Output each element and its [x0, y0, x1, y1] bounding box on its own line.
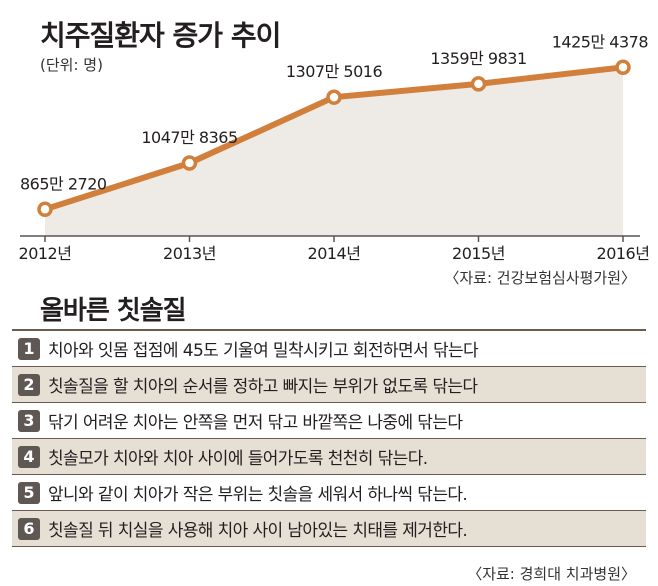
tip-row-4: 4 칫솔모가 치아와 치아 사이에 들어가도록 천천히 닦는다.	[12, 439, 646, 475]
tip-row-6: 6 칫솔질 뒤 치실을 사용해 치아 사이 남아있는 치태를 제거한다.	[12, 511, 646, 547]
tip-row-5: 5 앞니와 같이 치아가 작은 부위는 칫솔을 세워서 하나씩 닦는다.	[12, 475, 646, 511]
tip-text: 칫솔모가 치아와 치아 사이에 들어가도록 천천히 닦는다.	[48, 449, 428, 469]
tip-text: 앞니와 같이 치아가 작은 부위는 칫솔을 세워서 하나씩 닦는다.	[48, 485, 468, 505]
x-tick-label: 2015년	[452, 244, 505, 263]
data-point	[37, 201, 53, 218]
tip-text: 칫솔질 뒤 치실을 사용해 치아 사이 남아있는 치태를 제거한다.	[48, 521, 468, 541]
tip-row-2: 2 칫솔질을 할 치아의 순서를 정하고 빠지는 부위가 없도록 닦는다	[12, 367, 646, 403]
chart-source: 〈자료: 건강보험심사평가원〉	[444, 269, 636, 287]
tips-source: 〈자료: 경희대 치과병원〉	[467, 565, 636, 583]
x-tick-label: 2012년	[19, 244, 72, 263]
data-label: 1307만 5016	[286, 62, 383, 81]
tip-number-badge: 3	[18, 409, 40, 432]
data-point	[615, 59, 631, 76]
line-chart: 2012년 2013년 2014년 2015년 2016년 865만 2720 1047만 …	[19, 32, 650, 263]
data-label: 1359만 9831	[430, 49, 526, 68]
x-tick-label: 2014년	[308, 244, 361, 263]
tip-number-badge: 1	[18, 337, 40, 360]
tips-list: 1 치아와 잇몸 접점에 45도 기울여 밀착시키고 회전하면서 닦는다 2 칫…	[12, 329, 646, 547]
tip-text: 치아와 잇몸 접점에 45도 기울여 밀착시키고 회전하면서 닦는다	[48, 341, 479, 361]
tip-number-badge: 2	[18, 373, 40, 396]
tip-row-1: 1 치아와 잇몸 접점에 45도 기울여 밀착시키고 회전하면서 닦는다	[12, 331, 646, 367]
tip-number-badge: 5	[18, 481, 40, 504]
tips-title: 올바른 칫솔질	[40, 296, 187, 326]
data-point	[181, 155, 198, 171]
x-tick-label: 2016년	[597, 244, 650, 263]
chart-area	[45, 67, 623, 237]
tip-text: 닦기 어려운 치아는 안쪽을 먼저 닦고 바깥쪽은 나중에 닦는다	[48, 413, 463, 433]
tip-row-3: 3 닦기 어려운 치아는 안쪽을 먼저 닦고 바깥쪽은 나중에 닦는다	[12, 403, 646, 439]
tip-number-badge: 4	[18, 445, 40, 468]
data-label: 865만 2720	[20, 174, 107, 193]
tip-number-badge: 6	[18, 517, 40, 540]
unit-label: (단위: 명)	[40, 56, 103, 74]
data-point	[470, 76, 487, 92]
data-point	[326, 89, 342, 105]
chart-title: 치주질환자 증가 추이	[40, 19, 281, 52]
data-label: 1425만 4378	[552, 32, 649, 51]
data-label: 1047만 8365	[141, 128, 237, 147]
tip-text: 칫솔질을 할 치아의 순서를 정하고 빠지는 부위가 없도록 닦는다	[48, 377, 478, 397]
x-tick-label: 2013년	[163, 244, 216, 263]
